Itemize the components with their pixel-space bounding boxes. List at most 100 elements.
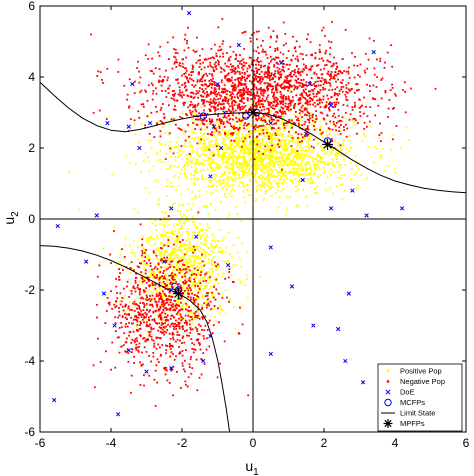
population-point xyxy=(243,154,246,157)
population-point xyxy=(287,172,290,175)
population-point xyxy=(180,257,183,260)
population-point xyxy=(167,258,170,261)
population-point xyxy=(143,384,145,387)
population-point xyxy=(274,58,276,61)
population-point xyxy=(364,135,367,138)
population-point xyxy=(368,120,371,123)
population-point xyxy=(321,131,324,134)
population-point xyxy=(275,84,278,86)
population-point xyxy=(298,99,301,102)
population-point xyxy=(271,186,274,189)
population-point xyxy=(255,86,258,89)
population-point xyxy=(250,98,252,100)
population-point xyxy=(266,154,269,157)
population-point xyxy=(353,106,356,108)
population-point xyxy=(389,89,392,91)
population-point xyxy=(173,176,175,179)
population-point xyxy=(239,109,242,111)
population-point xyxy=(216,164,219,167)
population-point xyxy=(222,68,225,71)
population-point xyxy=(290,75,292,78)
population-point xyxy=(179,62,181,64)
population-point xyxy=(290,90,293,93)
population-point xyxy=(141,238,144,241)
population-point xyxy=(276,49,279,51)
population-point xyxy=(291,75,294,78)
population-point xyxy=(288,119,290,121)
population-point xyxy=(379,140,382,143)
population-point xyxy=(254,97,256,100)
population-point xyxy=(347,72,350,75)
population-point xyxy=(117,58,120,61)
population-point xyxy=(276,206,279,209)
population-point xyxy=(285,196,288,198)
population-point xyxy=(220,308,222,311)
population-point xyxy=(170,315,173,317)
population-point xyxy=(249,180,252,183)
population-point xyxy=(179,245,182,248)
population-point xyxy=(201,229,204,232)
population-point xyxy=(221,252,224,254)
population-point xyxy=(190,161,193,164)
population-point xyxy=(133,208,136,211)
population-point xyxy=(230,185,233,188)
population-point xyxy=(168,84,171,87)
population-point xyxy=(120,300,123,303)
population-point xyxy=(245,87,248,89)
population-point xyxy=(180,271,183,274)
population-point xyxy=(323,79,326,81)
population-point xyxy=(300,79,303,81)
population-point xyxy=(280,102,283,104)
population-point xyxy=(161,344,164,346)
population-point xyxy=(271,144,273,147)
population-point xyxy=(169,165,172,168)
population-point xyxy=(289,73,292,76)
population-point xyxy=(211,161,213,164)
population-point xyxy=(162,234,164,237)
population-point xyxy=(248,133,251,136)
population-point xyxy=(160,160,163,163)
population-point xyxy=(133,92,136,94)
population-point xyxy=(173,146,176,149)
population-point xyxy=(114,322,117,324)
population-point xyxy=(250,69,253,72)
population-point xyxy=(242,163,245,165)
population-point xyxy=(217,282,220,285)
population-point xyxy=(183,145,186,148)
population-point xyxy=(285,207,288,210)
population-point xyxy=(141,261,143,263)
population-point xyxy=(143,279,146,282)
population-point xyxy=(359,115,362,117)
population-point xyxy=(379,154,382,157)
population-point xyxy=(262,119,264,122)
population-point xyxy=(247,93,249,96)
population-point xyxy=(231,179,234,182)
population-point xyxy=(309,135,312,138)
population-point xyxy=(164,272,167,275)
population-point xyxy=(373,67,376,70)
population-point xyxy=(164,211,167,214)
population-point xyxy=(139,91,141,94)
population-point xyxy=(145,303,148,305)
population-point xyxy=(241,171,244,173)
population-point xyxy=(315,114,317,117)
population-point xyxy=(253,148,255,151)
population-point xyxy=(245,109,248,112)
population-point xyxy=(205,305,208,308)
population-point xyxy=(266,147,269,150)
population-point xyxy=(267,26,270,29)
population-point xyxy=(203,104,206,107)
population-point xyxy=(169,123,172,126)
population-point xyxy=(276,36,279,39)
population-point xyxy=(264,132,267,134)
population-point xyxy=(224,138,227,140)
population-point xyxy=(114,306,117,309)
population-point xyxy=(188,261,190,264)
population-point xyxy=(186,94,189,97)
population-point xyxy=(169,345,172,348)
population-point xyxy=(259,276,262,279)
population-point xyxy=(392,134,395,136)
population-point xyxy=(146,319,149,322)
population-point xyxy=(163,75,166,78)
population-point xyxy=(197,281,200,284)
